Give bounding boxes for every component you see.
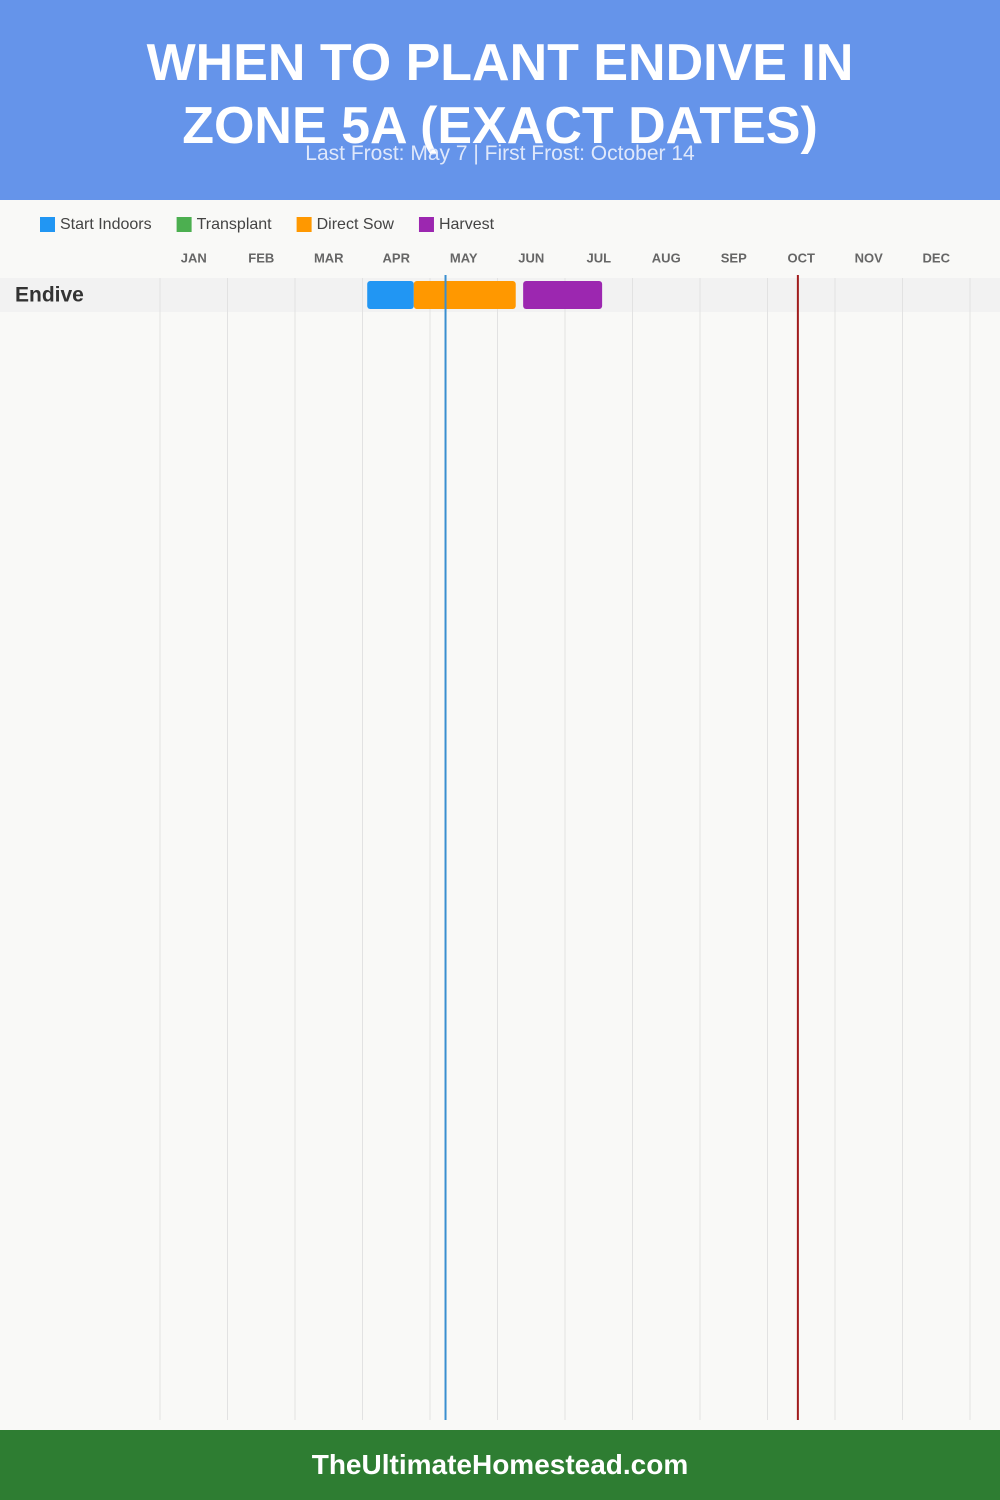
legend-label: Start Indoors: [60, 216, 152, 233]
header: WHEN TO PLANT ENDIVE IN ZONE 5A (EXACT D…: [0, 0, 1000, 200]
x-tick-label: AUG: [652, 250, 681, 265]
footer: TheUltimateHomestead.com: [0, 1430, 1000, 1500]
x-tick-label: JUN: [518, 250, 544, 265]
x-tick-label: JAN: [181, 250, 207, 265]
bar: [367, 281, 414, 309]
x-tick-label: DEC: [923, 250, 951, 265]
x-tick-label: SEP: [721, 250, 747, 265]
x-tick-label: OCT: [788, 250, 816, 265]
legend-label: Transplant: [197, 216, 273, 233]
x-tick-label: FEB: [248, 250, 274, 265]
chart-title: WHEN TO PLANT ENDIVE IN ZONE 5A (EXACT D…: [146, 34, 854, 155]
row-label: Endive: [15, 284, 84, 307]
chart-subtitle: Last Frost: May 7 | First Frost: October…: [305, 142, 695, 165]
x-tick-label: MAY: [450, 250, 478, 265]
x-tick-label: JUL: [586, 250, 611, 265]
legend-label: Direct Sow: [317, 216, 395, 233]
legend-label: Harvest: [439, 216, 495, 233]
chart: Endive JAN FEB MAR APR MAY JUN JUL AUG SEP OCT NOV D…: [0, 216, 1000, 1420]
legend-swatch: [418, 217, 434, 232]
legend-swatch: [296, 217, 312, 232]
bar: [523, 281, 603, 309]
x-tick-label: MAR: [314, 250, 344, 265]
x-tick-label: NOV: [855, 250, 884, 265]
bar: [413, 281, 516, 309]
x-tick-label: APR: [383, 250, 411, 265]
legend-swatch: [40, 217, 55, 232]
legend-swatch: [176, 217, 192, 232]
